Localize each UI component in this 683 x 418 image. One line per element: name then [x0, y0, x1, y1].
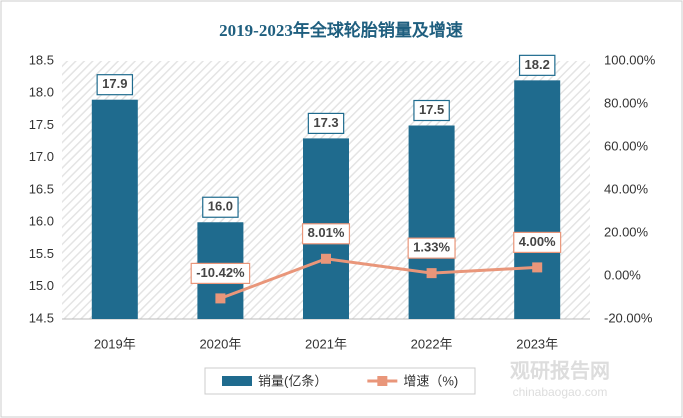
data-label: 16.0	[208, 199, 233, 214]
line-marker	[426, 268, 437, 279]
y-tick-label: 18.5	[29, 52, 54, 67]
y-tick-label: 16.5	[29, 181, 54, 196]
y2-tick-label: -20.00%	[604, 310, 653, 325]
x-tick-label: 2019年	[94, 336, 136, 351]
y-tick-label: 16.0	[29, 214, 54, 229]
data-label: 17.3	[313, 115, 338, 130]
y-tick-label: 14.5	[29, 310, 54, 325]
legend-swatch	[222, 376, 252, 386]
data-label-box	[407, 237, 456, 259]
data-label: -10.42%	[196, 265, 245, 280]
data-label: 1.33%	[413, 240, 450, 255]
legend-swatch	[377, 376, 388, 386]
line-marker	[321, 253, 331, 264]
y2-tick-label: 20.00%	[604, 224, 649, 239]
line-marker	[215, 293, 226, 304]
bar	[408, 125, 455, 319]
line	[219, 257, 538, 300]
y2-tick-label: 80.00%	[604, 95, 649, 110]
data-label-box	[307, 112, 345, 135]
chart-title: 2019-2023年全球轮胎销量及增速	[219, 20, 463, 40]
y-tick-label: 17.0	[29, 149, 54, 164]
y2-tick-label: 100.00%	[604, 52, 656, 67]
data-label: 17.9	[102, 76, 127, 91]
data-label: 8.01%	[308, 225, 345, 240]
data-label-box	[190, 262, 251, 285]
watermark: chinabaogao.com	[513, 385, 608, 399]
x-tick-label: 2021年	[305, 336, 347, 351]
y2-tick-label: 40.00%	[604, 181, 649, 196]
y-tick-label: 15.5	[29, 246, 54, 261]
watermark: 观研报告网	[510, 358, 610, 382]
data-label-box	[96, 74, 134, 96]
y-tick-label: 18.0	[29, 85, 54, 100]
y-tick-label: 15.0	[29, 278, 54, 293]
data-label-box	[202, 196, 239, 218]
bar	[91, 99, 138, 319]
data-label-box	[513, 231, 562, 253]
data-label-box	[413, 99, 450, 122]
legend-label: 销量(亿条）	[258, 373, 327, 388]
data-label-box	[301, 223, 351, 245]
bar	[514, 80, 561, 319]
x-tick-label: 2020年	[199, 336, 241, 351]
data-label: 4.00%	[519, 234, 556, 249]
y-tick-label: 17.5	[29, 117, 54, 132]
legend-label: 增速（%)	[403, 373, 458, 388]
x-tick-label: 2022年	[411, 336, 453, 351]
y2-tick-label: 0.00%	[604, 267, 641, 282]
y2-tick-label: 60.00%	[604, 138, 649, 153]
data-label: 18.2	[525, 57, 550, 72]
line-marker	[532, 262, 543, 273]
data-label-box	[518, 54, 556, 76]
data-label: 17.5	[419, 102, 444, 117]
x-tick-label: 2023年	[516, 336, 558, 351]
